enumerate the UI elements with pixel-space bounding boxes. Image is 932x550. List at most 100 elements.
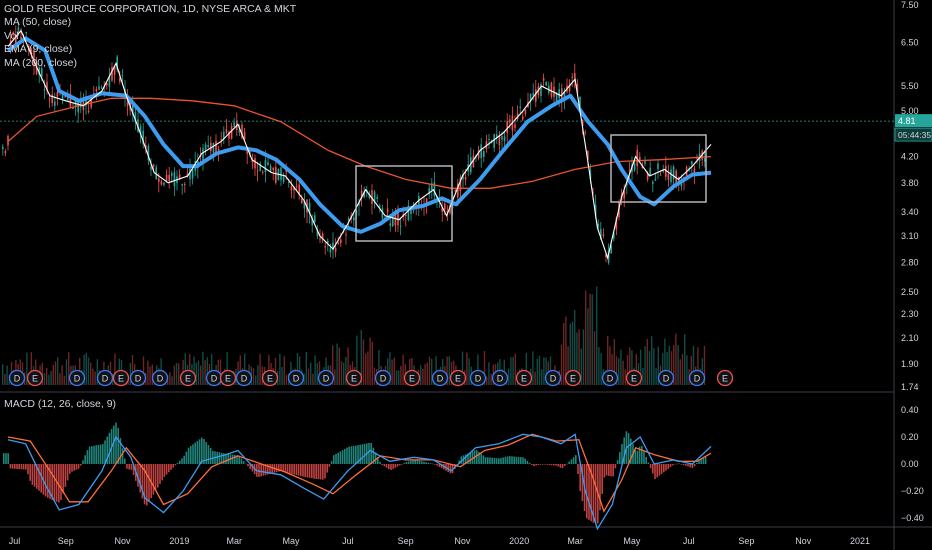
price-tick-label: 6.50 bbox=[901, 37, 919, 47]
macd-hist-bar bbox=[121, 448, 124, 464]
candle-body bbox=[691, 161, 693, 165]
macd-hist-bar bbox=[5, 453, 7, 464]
macd-hist-bar bbox=[656, 464, 658, 478]
earnings-marker bbox=[179, 369, 197, 387]
price-tick-label: 5.50 bbox=[901, 81, 919, 91]
candle-body bbox=[522, 116, 524, 120]
volume-bar bbox=[173, 365, 175, 385]
volume-bar bbox=[620, 349, 622, 385]
macd-hist-bar bbox=[240, 458, 243, 464]
candle-body bbox=[290, 186, 293, 191]
event-marker-label: D bbox=[241, 374, 248, 384]
legend-ma200[interactable]: MA (200, close) bbox=[4, 56, 77, 69]
candle-body bbox=[171, 173, 173, 176]
candle-body bbox=[628, 170, 631, 172]
candle-body bbox=[254, 158, 256, 169]
macd-hist-bar bbox=[304, 464, 306, 478]
macd-hist-bar bbox=[291, 464, 293, 474]
macd-hist-bar bbox=[300, 464, 302, 477]
macd-hist-bar bbox=[610, 464, 612, 477]
candle-body bbox=[446, 210, 449, 213]
legend-ema9[interactable]: EMA (9, close) bbox=[4, 43, 73, 56]
candle-body bbox=[158, 178, 160, 182]
macd-hist-bar bbox=[425, 462, 427, 464]
event-marker-label: E bbox=[455, 374, 461, 384]
volume-bar bbox=[61, 365, 63, 385]
candle-body bbox=[246, 150, 248, 154]
macd-hist-bar bbox=[372, 447, 375, 464]
candle-body bbox=[431, 183, 433, 191]
macd-hist-bar bbox=[269, 464, 271, 474]
candle-body bbox=[230, 125, 233, 139]
volume-bar bbox=[307, 368, 310, 385]
volume-bar bbox=[567, 346, 569, 385]
event-marker-label: D bbox=[14, 374, 21, 384]
volume-bar bbox=[52, 364, 54, 385]
macd-hist-bar bbox=[645, 456, 647, 464]
macd-hist-bar bbox=[154, 464, 157, 492]
macd-hist-bar bbox=[148, 464, 150, 502]
macd-hist-bar bbox=[302, 464, 304, 477]
macd-hist-bar bbox=[476, 450, 478, 464]
volume-bar bbox=[398, 370, 400, 385]
macd-hist-bar bbox=[654, 464, 656, 480]
macd-hist-bar bbox=[412, 460, 414, 464]
candle-body bbox=[207, 144, 209, 148]
macd-hist-bar bbox=[267, 464, 269, 475]
highlight-box-2 bbox=[610, 134, 707, 203]
volume-bar bbox=[332, 345, 334, 385]
macd-hist-bar bbox=[506, 456, 509, 464]
time-axis-label: Mar bbox=[227, 536, 243, 546]
macd-hist-bar bbox=[388, 464, 390, 470]
candle-body bbox=[501, 136, 503, 140]
macd-hist-bar bbox=[418, 460, 421, 464]
macd-hist-bar bbox=[88, 446, 91, 464]
macd-hist-bar bbox=[22, 464, 25, 470]
volume-bar bbox=[532, 351, 534, 385]
candle-body bbox=[581, 119, 584, 126]
macd-hist-bar bbox=[192, 444, 194, 464]
macd-hist-bar bbox=[381, 464, 383, 466]
candle-body bbox=[316, 230, 319, 237]
macd-hist-bar bbox=[176, 462, 179, 464]
candle-body bbox=[61, 90, 64, 100]
volume-bar bbox=[574, 309, 576, 385]
candle-body bbox=[659, 174, 662, 176]
volume-bar bbox=[87, 357, 90, 385]
macd-hist-bar bbox=[157, 464, 159, 488]
macd-hist-bar bbox=[159, 464, 161, 484]
volume-bar bbox=[679, 359, 681, 385]
volume-bar bbox=[362, 339, 365, 385]
candle-body bbox=[223, 131, 225, 139]
legend-ma50[interactable]: MA (50, close) bbox=[4, 16, 72, 29]
macd-hist-bar bbox=[471, 451, 474, 464]
candle-body bbox=[524, 109, 527, 114]
volume-bar bbox=[184, 353, 186, 385]
time-axis-label: Sep bbox=[738, 536, 754, 546]
macd-hist-bar bbox=[436, 464, 438, 466]
candle-body bbox=[654, 178, 657, 181]
macd-hist-bar bbox=[627, 433, 630, 464]
volume-bar bbox=[65, 359, 68, 385]
macd-hist-bar bbox=[152, 464, 155, 495]
volume-bar bbox=[200, 365, 202, 385]
chart-title[interactable]: GOLD RESOURCE CORPORATION, 1D, NYSE ARCA… bbox=[4, 3, 297, 15]
candle-body bbox=[327, 240, 329, 243]
macd-hist-bar bbox=[84, 455, 86, 464]
macd-hist-bar bbox=[691, 464, 694, 469]
macd-hist-bar bbox=[581, 464, 584, 502]
macd-legend[interactable]: MACD (12, 26, close, 9) bbox=[4, 398, 117, 410]
price-tick-label: 5.00 bbox=[901, 106, 919, 116]
candle-body bbox=[150, 166, 152, 170]
macd-hist-bar bbox=[143, 464, 146, 505]
macd-tick-label: −0.20 bbox=[901, 486, 924, 496]
macd-hist-bar bbox=[163, 464, 166, 477]
time-axis-label: 2019 bbox=[169, 536, 189, 546]
candle-body bbox=[394, 214, 397, 226]
volume-bar bbox=[142, 356, 145, 385]
legend-vol[interactable]: Vol bbox=[4, 29, 19, 42]
volume-bar bbox=[684, 334, 686, 385]
macd-hist-bar bbox=[141, 464, 144, 499]
volume-bar bbox=[611, 353, 613, 385]
